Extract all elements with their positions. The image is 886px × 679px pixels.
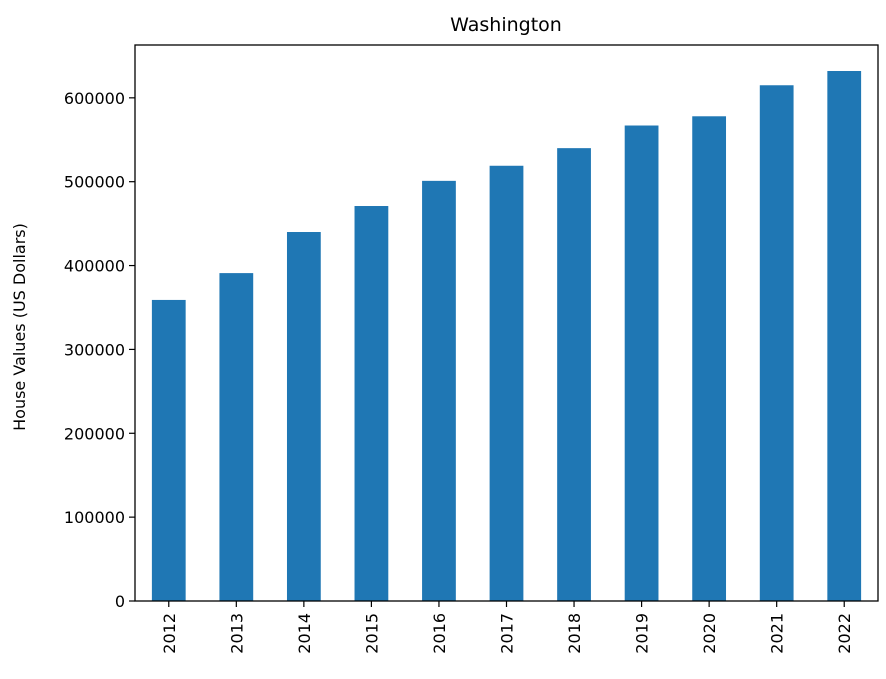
bar-2020: [692, 116, 727, 602]
x-axis-ticks: 2012 2013 2014 2015 2016 2017 2018 2019 2020 2021…: [160, 601, 854, 654]
bar-2013: [219, 273, 254, 601]
plot-frame: [134, 44, 879, 602]
x-tick-label: 2020: [700, 613, 719, 654]
y-tick-label: 400000: [64, 257, 125, 276]
y-tick-label: 0: [115, 592, 125, 611]
bar-2015: [354, 206, 389, 601]
y-axis-ticks: 0 100000 200000 300000 400000 500000 600000: [64, 89, 135, 611]
y-axis-label: House Values (US Dollars): [10, 223, 29, 431]
y-tick-label: 300000: [64, 340, 125, 359]
bar-2016: [422, 180, 456, 601]
x-tick-label: 2016: [430, 613, 449, 654]
bar-2018: [557, 148, 591, 601]
bar-2014: [286, 232, 321, 601]
bar-2019: [624, 125, 659, 602]
x-tick-label: 2014: [295, 613, 314, 654]
x-tick-label: 2013: [227, 613, 246, 654]
chart-title: Washington: [450, 14, 562, 36]
x-tick-label: 2022: [835, 613, 854, 654]
x-tick-label: 2018: [565, 613, 584, 654]
y-tick-label: 500000: [64, 173, 125, 192]
y-tick-label: 200000: [64, 424, 125, 443]
x-tick-label: 2019: [633, 613, 652, 654]
y-tick-label: 100000: [64, 508, 125, 527]
y-tick-label: 600000: [64, 89, 125, 108]
x-tick-label: 2015: [362, 613, 381, 654]
bars: [151, 70, 862, 602]
x-tick-label: 2017: [498, 613, 517, 654]
bar-2012: [151, 299, 186, 601]
x-tick-label: 2012: [160, 613, 179, 654]
bar-2017: [489, 165, 524, 601]
x-tick-label: 2021: [768, 613, 787, 654]
bar-2022: [827, 70, 862, 601]
bar-2021: [759, 85, 794, 601]
